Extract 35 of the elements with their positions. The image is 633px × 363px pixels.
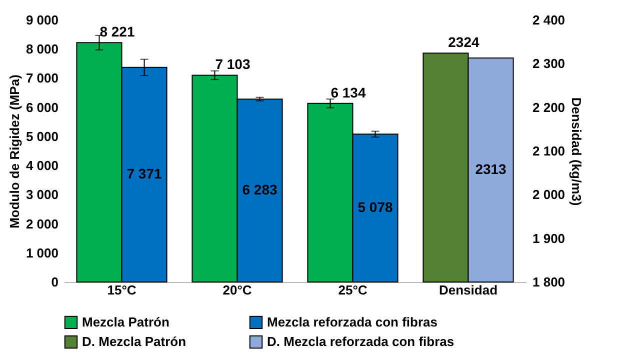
data-label: 8 221 [100, 24, 135, 40]
data-label: 7 103 [215, 56, 250, 72]
legend-label: D. Mezcla reforzada con fibras [267, 334, 454, 349]
y2-tick-label: 2 300 [532, 56, 566, 72]
y-tick-label: 4 000 [26, 158, 58, 174]
y2-axis-title: Densidad (kg/m3) [569, 97, 584, 206]
data-label: 7 371 [126, 166, 162, 182]
y2-tick-label: 2 200 [532, 100, 566, 115]
x-tick-label: 25°C [338, 282, 368, 298]
y2-tick-label: 2 000 [532, 187, 566, 202]
y-tick-label: 3 000 [26, 187, 58, 202]
data-label: 5 078 [358, 199, 393, 216]
y-tick-label: 8 000 [26, 42, 58, 57]
x-tick-label: Densidad [438, 282, 498, 298]
data-label: 6 134 [330, 84, 366, 100]
y2-tick-label: 1 900 [532, 230, 566, 246]
y2-tick-label: 2 400 [532, 12, 566, 28]
legend-label: Mezcla reforzada con fibras [267, 314, 438, 330]
x-tick-label: 20°C [222, 282, 252, 298]
y-axis-title: Modulo de Rigidez (MPa) [6, 74, 22, 228]
y-tick-label: 9 000 [26, 12, 58, 28]
legend-label: Mezcla Patrón [82, 314, 170, 330]
y2-tick-label: 2 100 [532, 144, 566, 158]
legend-label: D. Mezcla Patrón [82, 334, 186, 349]
x-tick-label: 15°C [107, 282, 137, 298]
data-label: 2324 [448, 34, 480, 50]
y-tick-label: 7 000 [26, 70, 58, 86]
y-tick-label: 6 000 [26, 100, 58, 115]
y-tick-label: 1 000 [26, 245, 58, 260]
data-label: 6 283 [242, 182, 278, 198]
y-tick-label: 5 000 [26, 128, 58, 144]
data-label: 2313 [475, 160, 507, 177]
y-tick-label: 0 [51, 274, 58, 290]
y-tick-label: 2 000 [26, 216, 58, 232]
y2-tick-label: 1 800 [532, 274, 566, 290]
